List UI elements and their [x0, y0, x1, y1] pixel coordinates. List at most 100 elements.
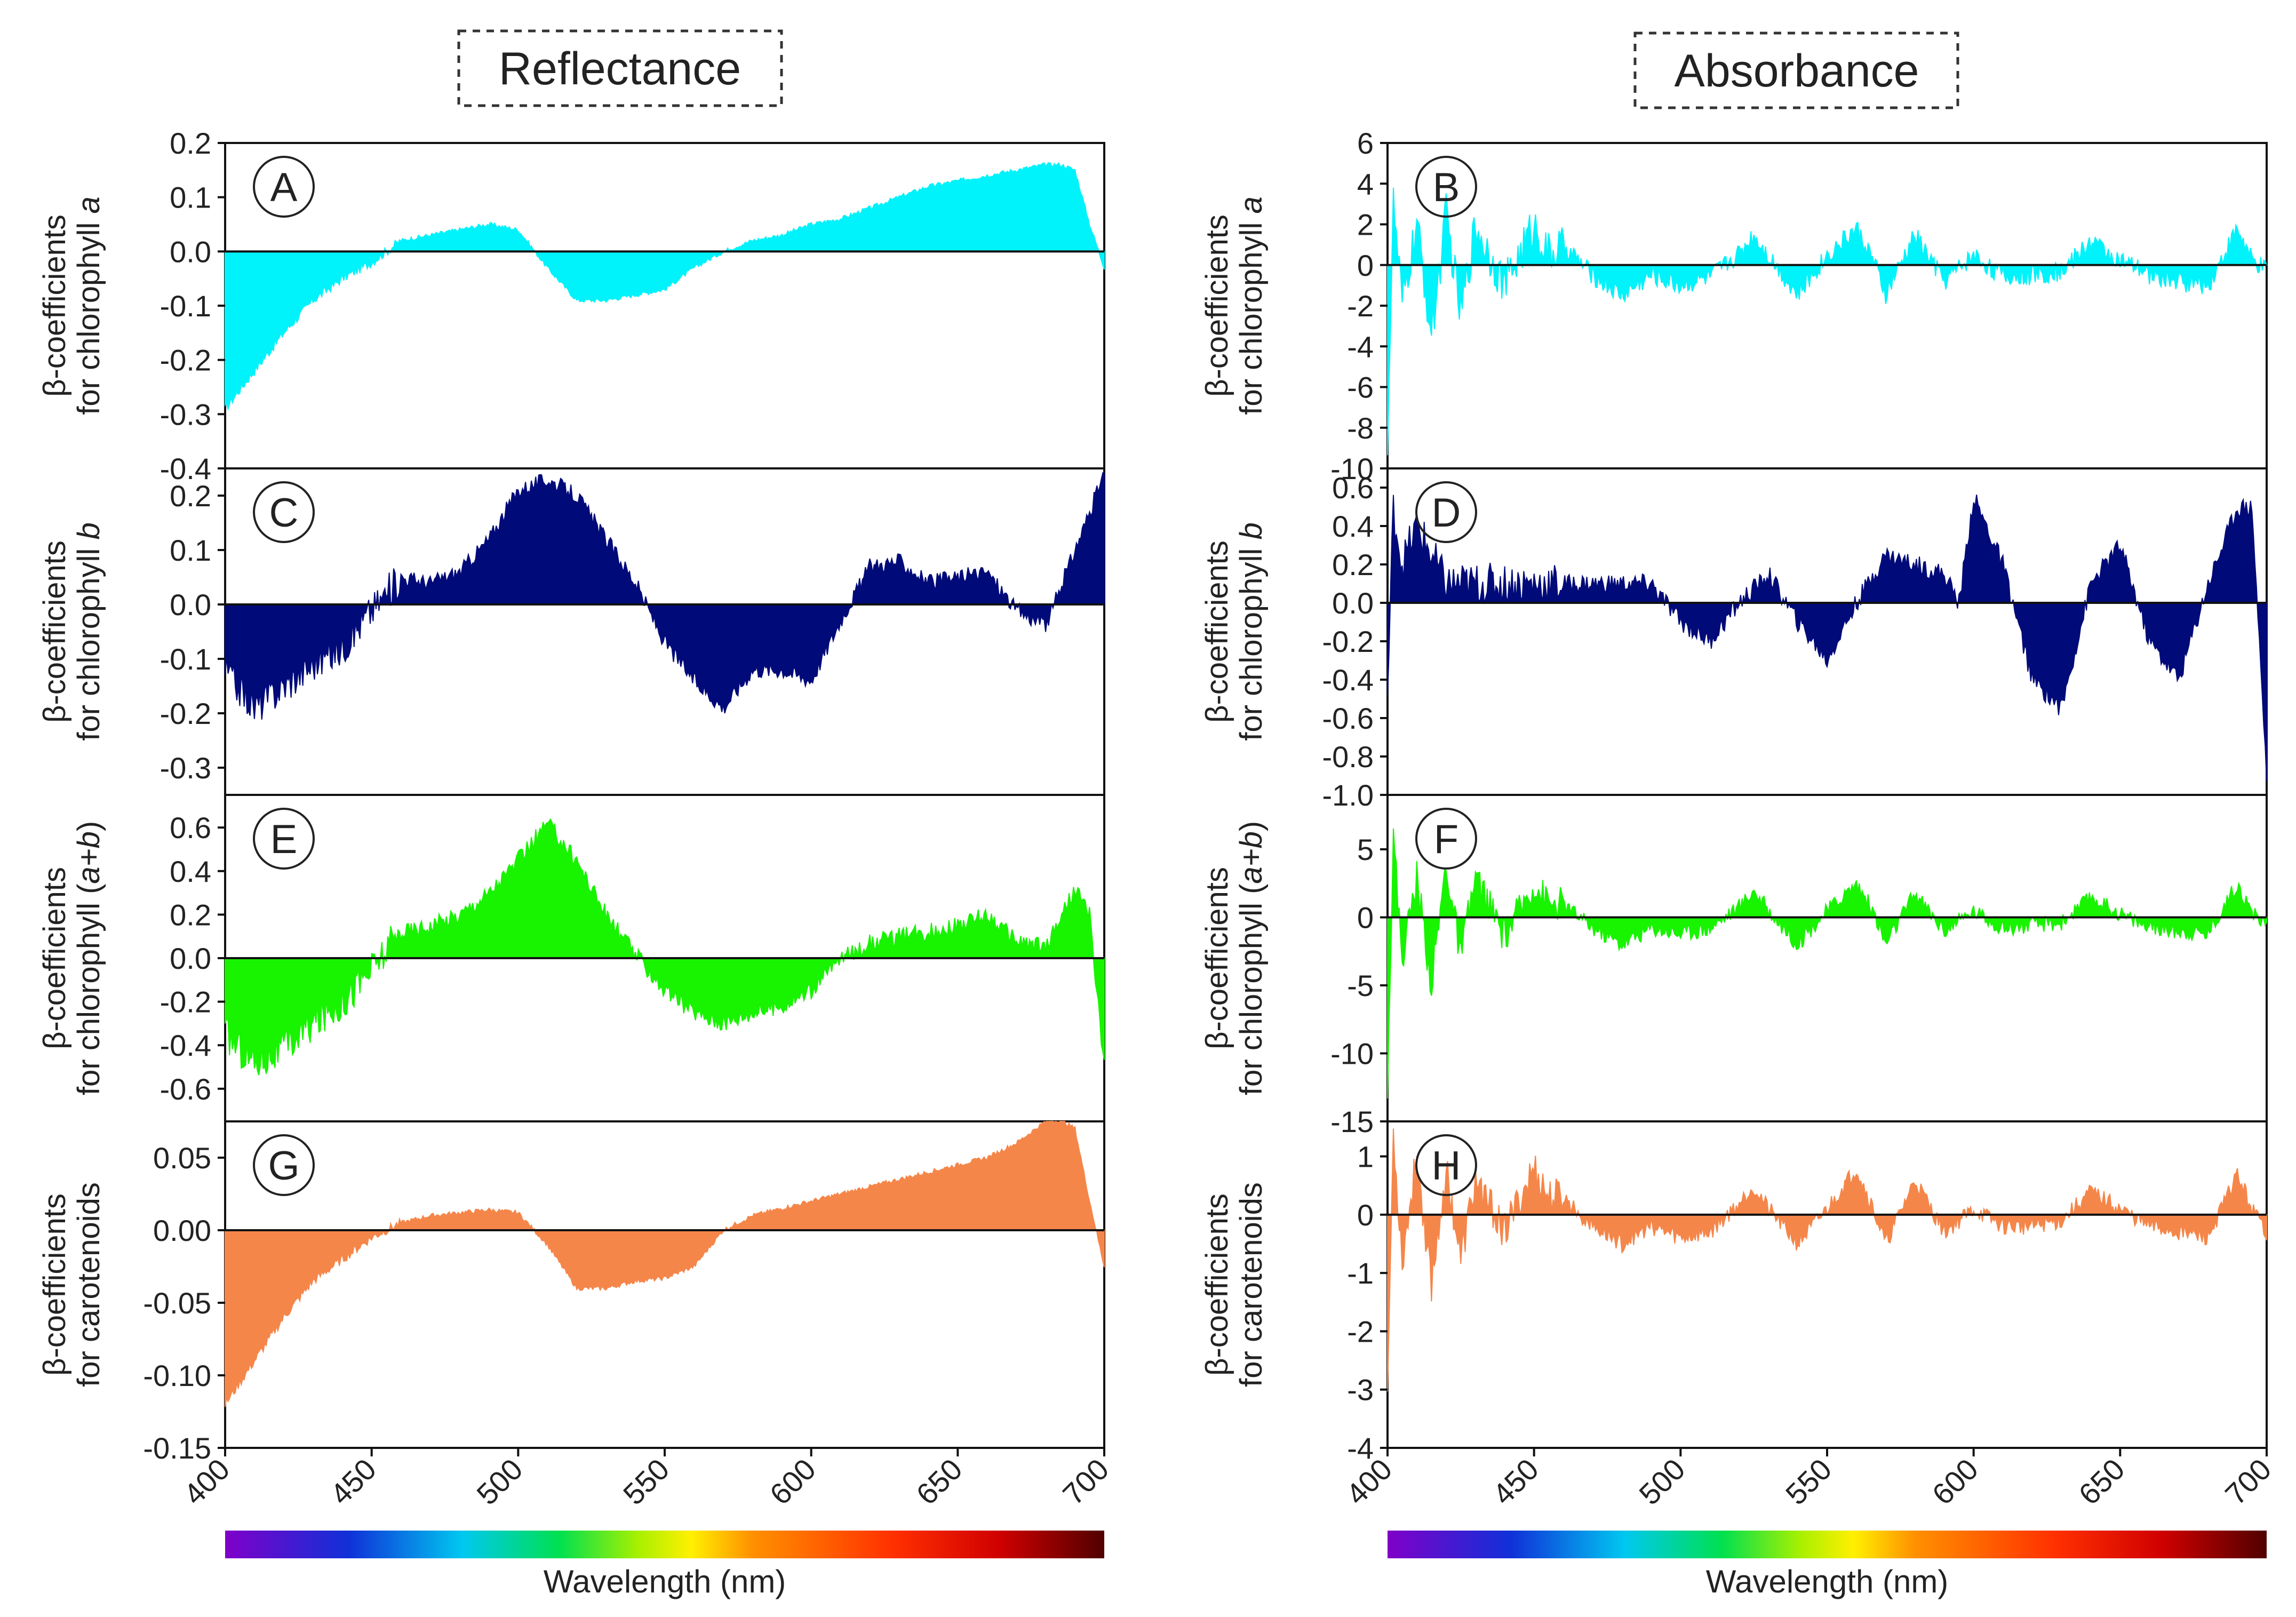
x-tick-label: 450: [1486, 1452, 1545, 1511]
panel-letter-circle: [1415, 808, 1477, 870]
y-tick-label: -6: [1347, 371, 1374, 404]
y-tick-label: 4: [1357, 167, 1374, 201]
y-tick-label: 5: [1357, 833, 1374, 866]
y-axis-label: β-coefficientsfor chlorophyll a: [1200, 196, 1269, 415]
panel-E: 0.6 0.4 0.2 0.0 -0.2 -0.4 -0.6 Eβ-coefficientsf…: [37, 794, 1105, 1122]
y-tick-label: -15: [1330, 1105, 1374, 1138]
x-tick-label: 700: [2219, 1452, 2278, 1511]
y-tick-label: 0: [1357, 1198, 1374, 1232]
x-axis-left: 400 450 500 550 600 650 700: [177, 1448, 1115, 1511]
y-axis-label: β-coefficientsfor chlorophyll b: [37, 522, 106, 740]
y-tick-label: -0.4: [160, 452, 212, 485]
series-area-G: [225, 1120, 1105, 1407]
y-tick-label: 2: [1357, 208, 1374, 242]
series-area-D: [1387, 495, 2267, 782]
y-axis-label: β-coefficientsfor chlorophyll (a+b): [37, 821, 106, 1095]
y-tick-label: -5: [1347, 969, 1374, 1002]
spectrum-bar-left: [225, 1531, 1104, 1558]
y-tick-label: 0.00: [153, 1214, 211, 1247]
panel-letter-circle: [1415, 1134, 1477, 1196]
y-axis-label: β-coefficientsfor chlorophyll (a+b): [1200, 821, 1269, 1095]
panel-F: 5 0 -5 -10 -15 Fβ-coefficientsfor chlorophyll…: [1200, 794, 2268, 1138]
y-tick-label: 0.0: [170, 235, 211, 268]
y-tick-label: 0.1: [170, 533, 211, 567]
y-tick-label: -0.15: [143, 1431, 211, 1465]
col-title-reflectance-text: Reflectance: [499, 43, 741, 94]
panel-letter: D: [1432, 490, 1461, 536]
y-tick-label: 1: [1357, 1140, 1374, 1174]
y-tick-label: -0.4: [1322, 663, 1374, 697]
y-tick-label: 0.6: [170, 811, 211, 845]
x-tick-label: 600: [763, 1452, 823, 1511]
panel-letter-circle: [253, 808, 315, 870]
panel-letter: E: [270, 817, 298, 862]
y-tick-label: -4: [1347, 1431, 1374, 1465]
y-tick-label: -4: [1347, 330, 1374, 363]
spectrum-bar-right: [1388, 1531, 2267, 1558]
y-tick-label: 0.0: [170, 588, 211, 622]
y-axis-label: β-coefficientsfor carotenoids: [1200, 1182, 1269, 1387]
y-tick-label: 0.2: [170, 479, 211, 513]
y-axis-label: β-coefficientsfor chlorophyll b: [1200, 522, 1269, 740]
y-tick-label: -10: [1330, 1037, 1374, 1071]
y-tick-label: -0.2: [160, 344, 212, 377]
panel-G: 0.05 0.00 -0.05 -0.10 -0.15 Gβ-coefficientsfo…: [37, 1120, 1105, 1465]
col-title-reflectance: Reflectance: [457, 29, 783, 107]
y-tick-label: -0.3: [160, 751, 212, 785]
y-tick-label: 6: [1357, 126, 1374, 160]
panel-letter-circle: [253, 156, 315, 218]
x-tick-label: 600: [1926, 1452, 1985, 1511]
x-axis-label-right: Wavelength (nm): [1706, 1564, 1949, 1599]
x-axis-label-left: Wavelength (nm): [544, 1564, 786, 1599]
y-tick-label: 0.0: [1332, 586, 1374, 620]
y-tick-label: 0.6: [1332, 471, 1374, 505]
y-tick-label: -1: [1347, 1256, 1374, 1290]
y-axis-label: β-coefficientsfor carotenoids: [37, 1182, 106, 1387]
y-tick-label: -3: [1347, 1373, 1374, 1407]
panel-letter-circle: [1415, 156, 1477, 218]
series-area-A: [225, 162, 1105, 411]
series-area-H: [1387, 1128, 2267, 1392]
y-tick-label: 0.4: [170, 855, 211, 888]
x-tick-label: 650: [2072, 1452, 2131, 1511]
y-tick-label: -0.6: [160, 1072, 212, 1106]
x-tick-label: 450: [324, 1452, 383, 1511]
panel-letter: B: [1433, 165, 1460, 210]
y-tick-label: -0.2: [160, 985, 212, 1019]
y-tick-label: -2: [1347, 289, 1374, 323]
panel-letter: G: [268, 1143, 299, 1189]
y-tick-label: 0.2: [1332, 548, 1374, 582]
y-tick-label: -8: [1347, 411, 1374, 445]
y-tick-label: -0.2: [1322, 625, 1374, 658]
panel-B: 6 4 2 0 -2 -4 -6 -8 -10 Bβ-coefficientsfor chloro…: [1200, 126, 2268, 485]
panel-letter-circle: [1415, 481, 1477, 543]
x-tick-label: 550: [617, 1452, 676, 1511]
y-tick-label: -0.6: [1322, 702, 1374, 735]
panel-H: 1 0 -1 -2 -3 -4 Hβ-coefficientsfor carotenoids: [1200, 1120, 2268, 1465]
series-area-E: [225, 818, 1105, 1076]
panel-letter: F: [1434, 817, 1458, 862]
panel-C: 0.2 0.1 0.0 -0.1 -0.2 -0.3 Cβ-coefficientsfor …: [37, 467, 1105, 796]
series-area-F: [1387, 829, 2267, 1098]
y-tick-label: -10: [1330, 452, 1374, 485]
y-tick-label: 0: [1357, 901, 1374, 935]
y-tick-label: -0.10: [143, 1359, 211, 1392]
panel-letter: H: [1432, 1143, 1461, 1189]
y-tick-label: -0.1: [160, 289, 212, 323]
y-tick-label: 0.1: [170, 181, 211, 214]
panel-D: 0.6 0.4 0.2 0.0 -0.2 -0.4 -0.6 -0.8 -1.0 Dβ-coeff…: [1200, 467, 2268, 812]
panel-letter-circle: [253, 1134, 315, 1196]
y-tick-label: -0.1: [160, 642, 212, 676]
y-tick-label: 0.2: [170, 126, 211, 160]
y-tick-label: 0: [1357, 249, 1374, 282]
y-tick-label: -0.05: [143, 1286, 211, 1320]
series-area-B: [1387, 187, 2267, 456]
y-tick-label: -0.3: [160, 397, 212, 431]
panel-frame: [1386, 142, 2268, 469]
x-tick-label: 550: [1779, 1452, 1838, 1511]
chart-panels: 0.2 0.1 0.0 -0.1 -0.2 -0.3 -0.4 Aβ-coefficients…: [37, 126, 2268, 1465]
col-title-absorbance: Absorbance: [1633, 31, 1959, 109]
x-axis-right: 400 450 500 550 600 650 700: [1340, 1448, 2278, 1511]
panel-letter: C: [269, 490, 299, 536]
